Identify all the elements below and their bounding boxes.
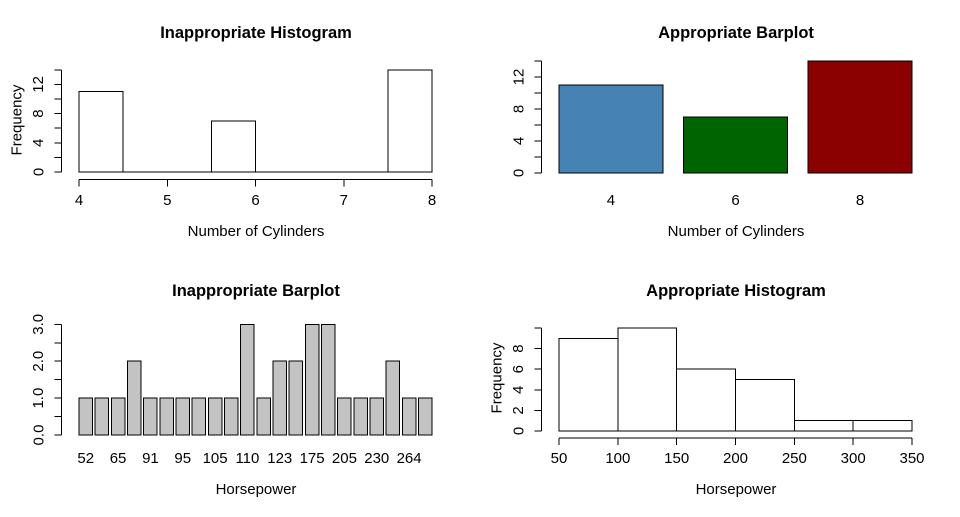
panel-appropriate-barplot: Appropriate Barplot Number of Cylinders 0 4… xyxy=(480,0,960,258)
y-tick-label: 12 xyxy=(510,69,527,86)
histogram-bin xyxy=(735,379,795,432)
bar xyxy=(110,397,126,436)
y-axis-label: Frequency xyxy=(8,84,25,155)
histogram-bin xyxy=(617,327,678,432)
panel-appropriate-histogram: Appropriate Histogram Horsepower Frequency… xyxy=(480,258,960,517)
bar xyxy=(353,397,368,436)
bar xyxy=(191,397,207,436)
histogram-bin xyxy=(793,420,854,432)
chart-title: Appropriate Histogram xyxy=(646,282,826,300)
y-tick-label: 3.0 xyxy=(30,314,47,335)
x-tick-label: 200 xyxy=(723,450,748,467)
y-tick-label: 0 xyxy=(30,168,47,176)
bar xyxy=(127,360,142,436)
bar xyxy=(207,397,223,436)
x-category-label: 95 xyxy=(174,450,191,467)
bar xyxy=(304,323,320,436)
y-tick-label: 4 xyxy=(510,386,527,394)
chart-title: Inappropriate Barplot xyxy=(172,282,340,300)
x-axis-label: Number of Cylinders xyxy=(668,223,805,240)
x-axis-label: Horsepower xyxy=(696,481,777,498)
x-category-label: 175 xyxy=(300,450,325,467)
y-tick-label: 4 xyxy=(510,137,527,145)
x-category-label: 110 xyxy=(235,450,259,467)
x-category-label: 205 xyxy=(332,450,357,467)
y-tick-label: 8 xyxy=(510,105,527,113)
y-tick-label: 6 xyxy=(510,365,527,373)
x-category-label: 65 xyxy=(110,450,127,467)
bar xyxy=(401,397,417,436)
x-tick-label: 300 xyxy=(841,450,866,467)
histogram-bin xyxy=(210,120,256,173)
bar xyxy=(94,397,110,436)
y-tick-label: 2.0 xyxy=(30,351,47,372)
bar xyxy=(143,397,158,436)
bar xyxy=(369,397,384,436)
x-category-label: 264 xyxy=(397,450,422,467)
x-tick-label: 4 xyxy=(75,192,83,209)
y-tick-label: 0 xyxy=(510,169,527,177)
histogram-bin xyxy=(78,91,124,173)
bar xyxy=(175,397,190,436)
x-category-label: 6 xyxy=(731,192,739,209)
x-category-label: 230 xyxy=(364,450,389,467)
x-tick-label: 7 xyxy=(340,192,348,209)
appropriate-barplot-chart: Appropriate Barplot Number of Cylinders 0 4… xyxy=(510,24,913,240)
panel-inappropriate-histogram: Inappropriate Histogram Number of Cylinde… xyxy=(0,0,480,258)
x-axis-label: Horsepower xyxy=(216,481,297,498)
bar xyxy=(288,360,304,436)
y-tick-label: 1.0 xyxy=(30,388,47,409)
y-tick-label: 2 xyxy=(510,406,527,414)
histogram-bin xyxy=(676,368,737,432)
histogram-bin xyxy=(558,337,619,432)
bar xyxy=(321,323,336,436)
bar xyxy=(78,397,93,436)
bar xyxy=(224,397,239,436)
x-tick-label: 250 xyxy=(782,450,807,467)
x-category-label: 105 xyxy=(203,450,228,467)
x-tick-label: 6 xyxy=(251,192,259,209)
bar xyxy=(683,116,788,174)
bar xyxy=(240,323,255,436)
x-tick-label: 100 xyxy=(605,450,630,467)
x-category-label: 52 xyxy=(77,450,94,467)
x-tick-label: 150 xyxy=(664,450,689,467)
histogram-bin xyxy=(852,420,913,432)
appropriate-histogram-chart: Appropriate Histogram Horsepower Frequency… xyxy=(488,282,924,498)
bar xyxy=(385,360,401,436)
y-tick-label: 0.0 xyxy=(30,425,47,446)
x-tick-label: 50 xyxy=(551,450,568,467)
histogram-bin xyxy=(387,69,433,173)
chart-title: Appropriate Barplot xyxy=(658,24,814,42)
inappropriate-histogram-chart: Inappropriate Histogram Number of Cylinde… xyxy=(8,24,436,240)
x-axis-label: Number of Cylinders xyxy=(188,223,325,240)
inappropriate-barplot-chart: Inappropriate Barplot Horsepower 0.0 1.0 2.0… xyxy=(30,282,433,498)
y-tick-label: 8 xyxy=(510,344,527,352)
panel-inappropriate-barplot: Inappropriate Barplot Horsepower 0.0 1.0 2.0… xyxy=(0,258,480,517)
x-category-label: 123 xyxy=(267,450,292,467)
bar xyxy=(256,397,271,436)
x-category-label: 4 xyxy=(607,192,615,209)
bar xyxy=(418,397,433,436)
y-tick-label: 12 xyxy=(30,76,47,93)
x-tick-label: 8 xyxy=(428,192,436,209)
bar xyxy=(558,84,664,174)
y-axis-label: Frequency xyxy=(488,342,505,413)
chart-title: Inappropriate Histogram xyxy=(160,24,352,42)
bar xyxy=(337,397,352,436)
bar xyxy=(159,397,174,436)
y-tick-label: 0 xyxy=(510,427,527,435)
x-tick-label: 5 xyxy=(163,192,171,209)
bar xyxy=(272,360,287,436)
y-tick-label: 4 xyxy=(30,139,47,147)
x-tick-label: 350 xyxy=(899,450,924,467)
y-tick-label: 8 xyxy=(30,109,47,117)
x-category-label: 8 xyxy=(856,192,864,209)
x-category-label: 91 xyxy=(142,450,159,467)
bar xyxy=(807,60,913,174)
